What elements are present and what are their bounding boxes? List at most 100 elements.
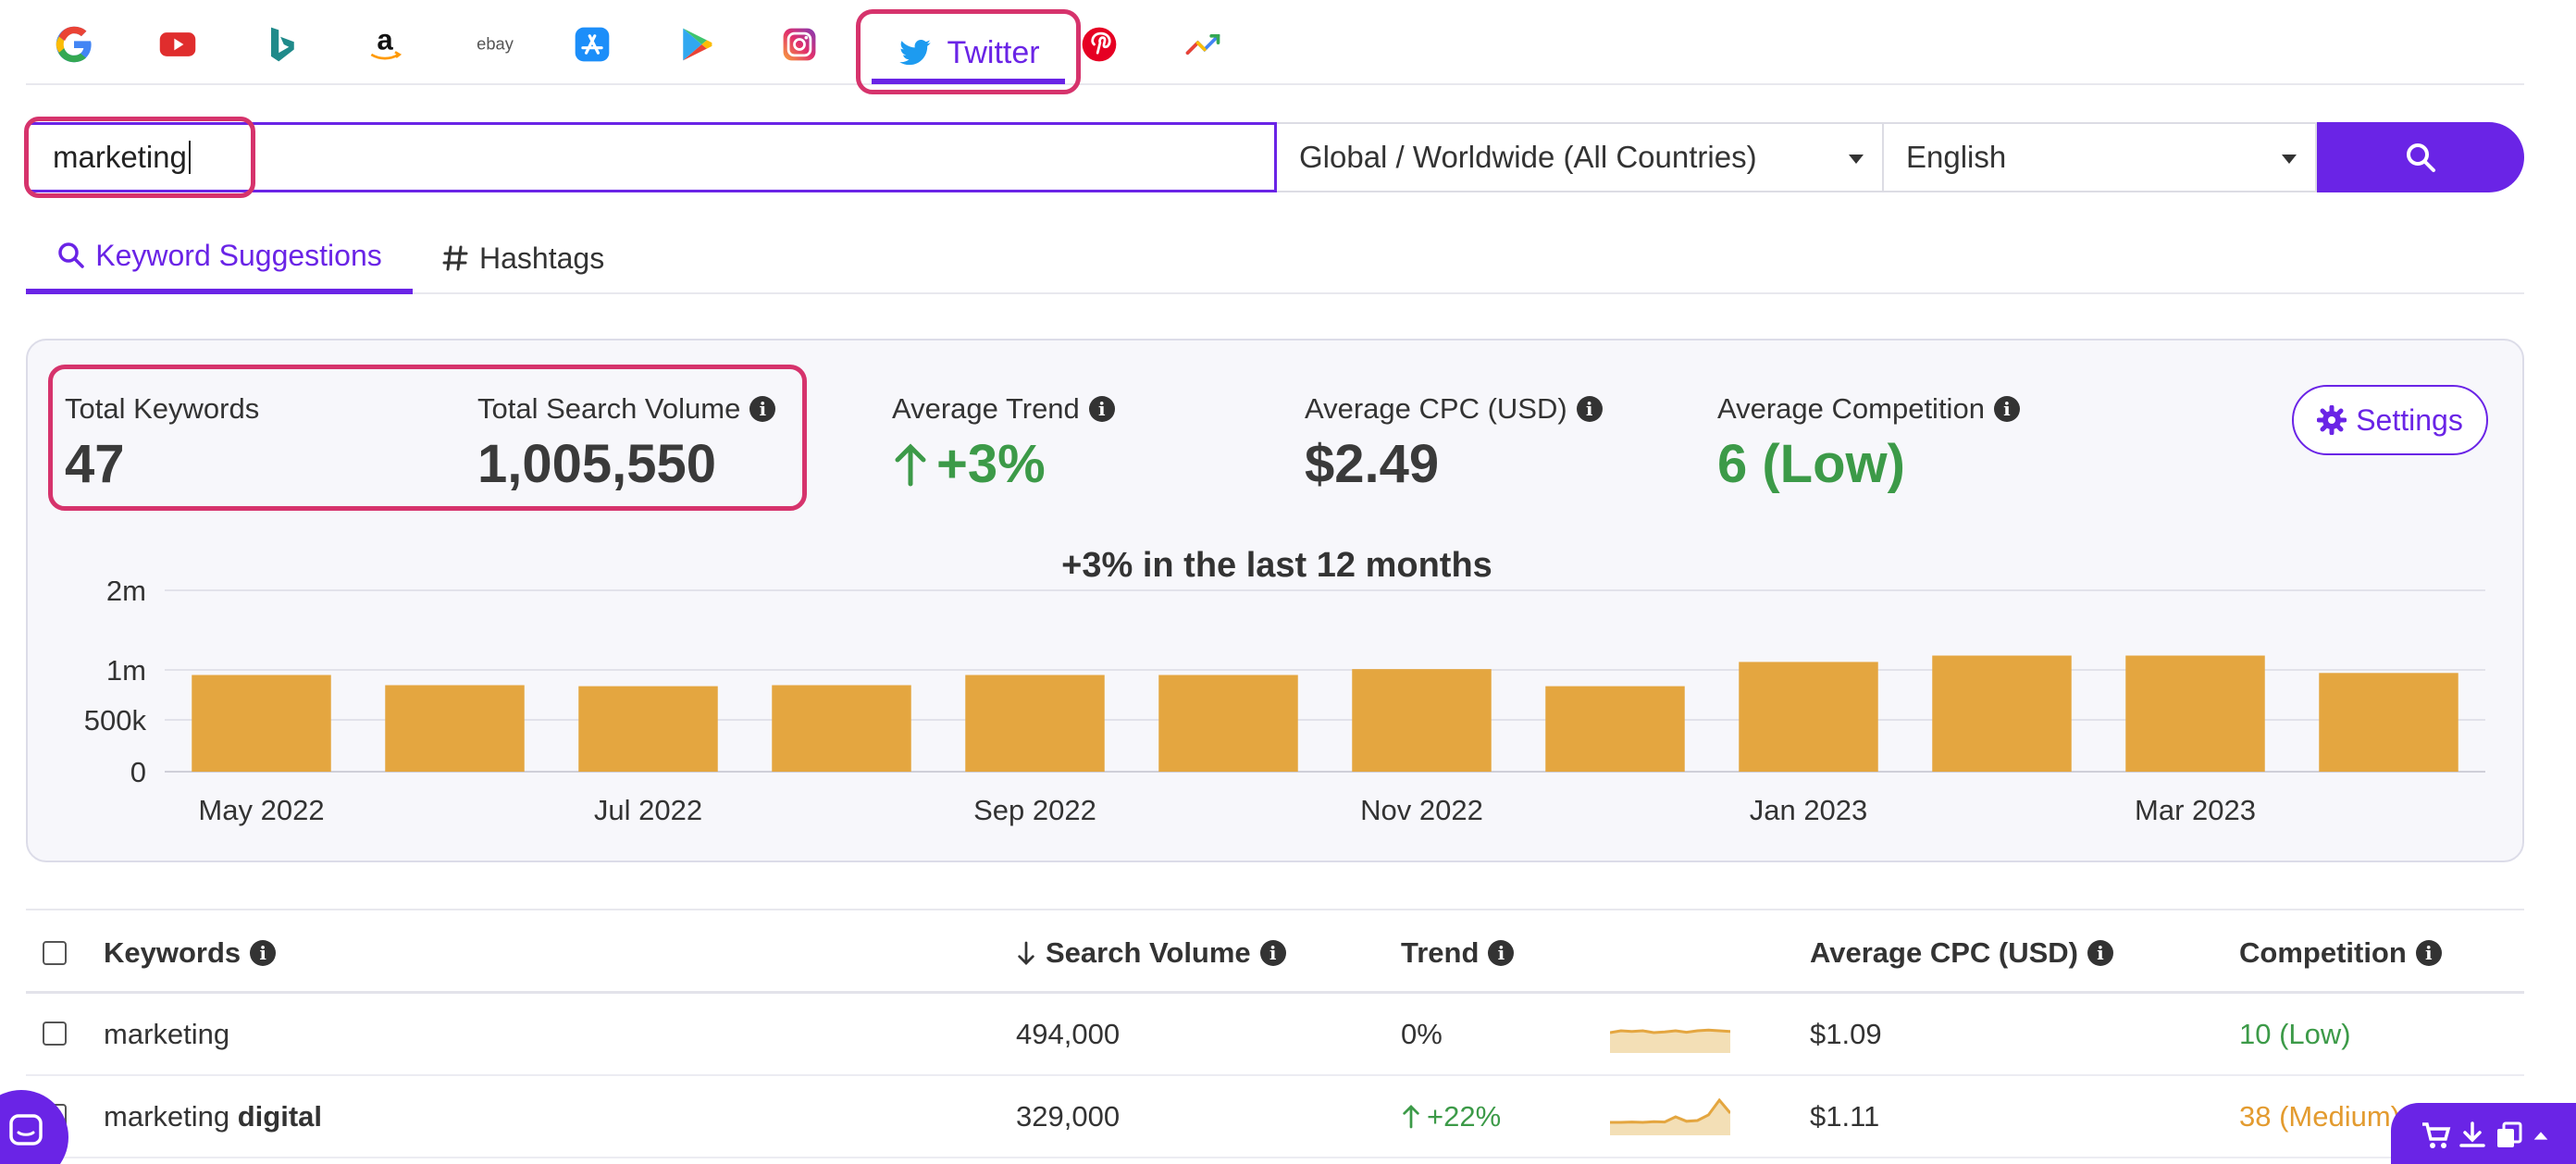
play-store-icon[interactable] [670, 19, 722, 70]
chat-icon [9, 1114, 43, 1145]
table-row[interactable]: marketing digital 329,000 +22% $1.11 38 … [26, 1076, 2524, 1158]
average-cpc-label: Average CPC (USD) [1305, 392, 1567, 425]
keyword-cell[interactable]: marketing digital [104, 1100, 322, 1133]
table-row[interactable]: marketing 494,000 0% $1.09 10 (Low) [26, 994, 2524, 1076]
x-tick-label: Sep 2022 [973, 794, 1096, 826]
trend-sparkline [1610, 1098, 1730, 1135]
svg-text:a: a [377, 24, 393, 56]
copy-icon[interactable] [2494, 1120, 2525, 1151]
info-icon[interactable]: i [1576, 396, 1603, 422]
info-icon[interactable]: i [1259, 940, 1286, 966]
google-icon[interactable] [48, 19, 100, 70]
youtube-icon[interactable] [152, 19, 204, 70]
trend-cell: +22% [1401, 1100, 1501, 1133]
keyword-cell[interactable]: marketing [104, 1018, 229, 1051]
info-icon[interactable]: i [2415, 940, 2442, 966]
trend-sparkline [1610, 1028, 1730, 1053]
search-icon [58, 242, 84, 268]
keyword-text: marketing [104, 1100, 238, 1133]
tab-twitter[interactable]: Twitter [856, 9, 1081, 94]
tab-keyword-suggestions-label: Keyword Suggestions [95, 238, 382, 272]
header-competition: Competition i [2239, 936, 2442, 970]
ebay-icon[interactable]: ebay [463, 19, 527, 70]
info-icon[interactable]: i [250, 940, 277, 966]
pinterest-icon[interactable] [1073, 19, 1125, 70]
header-trend-label: Trend [1401, 936, 1480, 969]
x-tick-label: Jul 2022 [594, 794, 702, 826]
x-tick-label: Jan 2023 [1750, 794, 1868, 826]
monthly-volume-chart: 0 500k 1m 2m May 2022 Jul 2022 Sep 2022 Nov 202… [84, 581, 2485, 826]
chart-title: +3% in the last 12 months [1061, 546, 1492, 585]
cart-icon[interactable] [2420, 1120, 2451, 1151]
result-tabs: Keyword Suggestions Hashtags [26, 222, 2524, 294]
x-tick-label: Nov 2022 [1360, 794, 1483, 826]
app-store-icon[interactable] [566, 19, 618, 70]
sparkline-line [1610, 1028, 1730, 1034]
header-search-volume-label: Search Volume [1046, 936, 1251, 969]
country-select[interactable]: Global / Worldwide (All Countries) [1277, 122, 1884, 192]
competition-cell: 10 (Low) [2239, 1018, 2351, 1050]
summary-card: Total Keywords 47 Total Search Volume i 1… [26, 339, 2524, 862]
y-tick-label: 2m [106, 581, 146, 607]
gear-icon [2317, 405, 2347, 435]
header-competition-label: Competition [2239, 936, 2407, 969]
tab-hashtags[interactable]: Hashtags [440, 222, 604, 294]
average-cpc-metric: Average CPC (USD) i $2.49 [1305, 392, 1603, 495]
total-keywords-label: Total Keywords [65, 392, 260, 425]
bar-oct-2022 [1158, 675, 1298, 772]
competition-cell: 38 (Medium) [2239, 1100, 2400, 1133]
x-tick-label: May 2022 [198, 794, 324, 826]
header-trend: Trend i [1401, 936, 1515, 970]
tab-keyword-suggestions[interactable]: Keyword Suggestions [26, 222, 413, 294]
bar-nov-2022 [1352, 669, 1492, 772]
average-competition-label: Average Competition [1717, 392, 1985, 425]
bar-dec-2022 [1545, 686, 1685, 772]
language-select[interactable]: English [1884, 122, 2317, 192]
language-select-value: English [1906, 140, 2007, 174]
country-select-value: Global / Worldwide (All Countries) [1299, 140, 1757, 174]
engine-tabs: a ebay Twitter [26, 0, 2524, 94]
header-keywords: Keywords i [104, 936, 277, 970]
trend-cell: 0% [1401, 1018, 1443, 1050]
volume-cell: 494,000 [1016, 1018, 1121, 1050]
download-icon[interactable] [2457, 1120, 2488, 1151]
tab-hashtags-label: Hashtags [479, 241, 605, 275]
svg-text:ebay: ebay [477, 34, 514, 54]
bar-sep-2022 [965, 675, 1105, 772]
info-icon[interactable]: i [1993, 396, 2020, 422]
text-caret [188, 141, 191, 174]
x-tick-label: Mar 2023 [2135, 794, 2256, 826]
trends-icon[interactable] [1177, 19, 1229, 70]
header-search-volume[interactable]: Search Volume i [1016, 936, 1286, 970]
y-tick-label: 0 [130, 756, 146, 788]
bar-jan-2023 [1739, 662, 1878, 772]
twitter-icon [899, 40, 932, 66]
bing-icon[interactable] [255, 19, 307, 70]
settings-button[interactable]: Settings [2292, 385, 2488, 455]
info-icon[interactable]: i [2087, 940, 2113, 966]
info-icon[interactable]: i [1088, 396, 1115, 422]
trend-value: +22% [1427, 1100, 1502, 1133]
y-tick-label: 1m [106, 654, 146, 687]
keyword-input-value: marketing [53, 140, 187, 174]
keyword-bold-text: digital [237, 1100, 323, 1133]
keyword-input[interactable]: marketing [26, 122, 1277, 192]
export-toolbar [2391, 1103, 2576, 1164]
header-average-cpc: Average CPC (USD) i [1810, 936, 2113, 970]
sparkline-area [1610, 1030, 1730, 1053]
row-checkbox[interactable] [43, 1022, 67, 1046]
total-search-volume-metric: Total Search Volume i 1,005,550 [477, 392, 776, 495]
total-keywords-metric: Total Keywords 47 [65, 392, 259, 495]
bar-mar-2023 [2125, 655, 2265, 772]
table-header: Keywords i Search Volume i Trend i Average … [26, 909, 2524, 994]
info-icon[interactable]: i [749, 396, 776, 422]
sparkline-line [1610, 1098, 1730, 1124]
info-icon[interactable]: i [1488, 940, 1515, 966]
average-trend-label: Average Trend [892, 392, 1080, 425]
search-button[interactable] [2317, 122, 2524, 192]
amazon-icon[interactable]: a [359, 19, 411, 70]
instagram-icon[interactable] [774, 19, 825, 70]
select-all-checkbox[interactable] [43, 941, 67, 965]
chevron-up-icon[interactable] [2531, 1120, 2551, 1151]
header-average-cpc-label: Average CPC (USD) [1810, 936, 2078, 969]
